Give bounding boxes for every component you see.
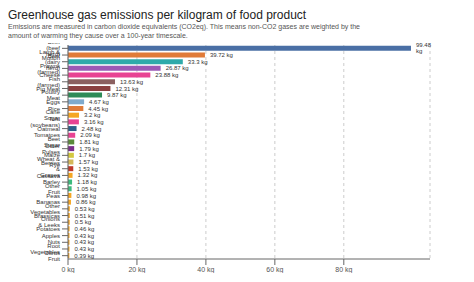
svg-text:Tofu(soybeans): Tofu(soybeans) — [30, 116, 60, 128]
svg-text:23.88 kg: 23.88 kg — [155, 72, 178, 78]
svg-text:1.81 kg: 1.81 kg — [79, 139, 99, 145]
svg-text:0.5 kg: 0.5 kg — [75, 219, 91, 225]
svg-text:Apples: Apples — [42, 233, 60, 239]
svg-text:2.09 kg: 2.09 kg — [80, 132, 100, 138]
svg-text:20 kg: 20 kg — [128, 266, 145, 273]
svg-text:3.2 kg: 3.2 kg — [84, 112, 100, 118]
svg-text:Prawns(farmed): Prawns(farmed) — [37, 63, 60, 75]
svg-text:1.18 kg: 1.18 kg — [77, 179, 97, 185]
svg-text:0.86 kg: 0.86 kg — [76, 199, 96, 205]
svg-text:Barley: Barley — [43, 179, 60, 185]
svg-text:12.31 kg: 12.31 kg — [115, 86, 138, 92]
svg-text:40 kg: 40 kg — [197, 266, 214, 273]
svg-text:33.3 kg: 33.3 kg — [188, 59, 208, 65]
svg-text:Nuts: Nuts — [48, 239, 60, 245]
svg-text:0.98 kg: 0.98 kg — [76, 193, 96, 199]
svg-text:0.43 kg: 0.43 kg — [74, 239, 94, 245]
svg-text:1.05 kg: 1.05 kg — [77, 186, 97, 192]
svg-text:26.87 kg: 26.87 kg — [166, 65, 189, 71]
svg-text:Berries&Grapes: Berries&Grapes — [40, 160, 60, 178]
svg-text:99.48kg: 99.48kg — [416, 43, 432, 54]
svg-text:60 kg: 60 kg — [266, 266, 283, 273]
svg-text:Tomatoes: Tomatoes — [34, 132, 60, 138]
svg-text:1.7 kg: 1.7 kg — [79, 152, 95, 158]
svg-text:0.46 kg: 0.46 kg — [75, 226, 95, 232]
svg-text:0.39 kg: 0.39 kg — [74, 253, 94, 259]
svg-text:3.16 kg: 3.16 kg — [84, 119, 104, 125]
svg-text:4.67 kg: 4.67 kg — [89, 99, 109, 105]
svg-text:0.53 kg: 0.53 kg — [75, 206, 95, 212]
svg-text:9.87 kg: 9.87 kg — [107, 92, 127, 98]
svg-text:0 kg: 0 kg — [61, 266, 74, 273]
svg-text:1.79 kg: 1.79 kg — [79, 146, 99, 152]
svg-text:80 kg: 80 kg — [335, 266, 352, 273]
svg-text:2.48 kg: 2.48 kg — [82, 126, 102, 132]
svg-text:Rice: Rice — [48, 106, 61, 112]
svg-text:0.43 kg: 0.43 kg — [74, 246, 94, 252]
svg-text:OtherPulses: OtherPulses — [42, 143, 60, 155]
svg-text:0.51 kg: 0.51 kg — [75, 213, 95, 219]
svg-text:Lamb &Mutton: Lamb &Mutton — [39, 49, 60, 61]
svg-text:Bananas: Bananas — [36, 199, 60, 205]
svg-text:1.53 kg: 1.53 kg — [78, 166, 98, 172]
svg-text:39.72 kg: 39.72 kg — [210, 52, 233, 58]
svg-text:0.43 kg: 0.43 kg — [74, 233, 94, 239]
svg-text:13.63 kg: 13.63 kg — [120, 79, 143, 85]
svg-text:1.32 kg: 1.32 kg — [78, 172, 98, 178]
svg-text:Cassava: Cassava — [37, 173, 61, 179]
svg-text:4.45 kg: 4.45 kg — [88, 106, 108, 112]
svg-text:Beef(beefherd): Beef(beefherd) — [46, 43, 60, 57]
svg-text:1.57 kg: 1.57 kg — [78, 159, 98, 165]
